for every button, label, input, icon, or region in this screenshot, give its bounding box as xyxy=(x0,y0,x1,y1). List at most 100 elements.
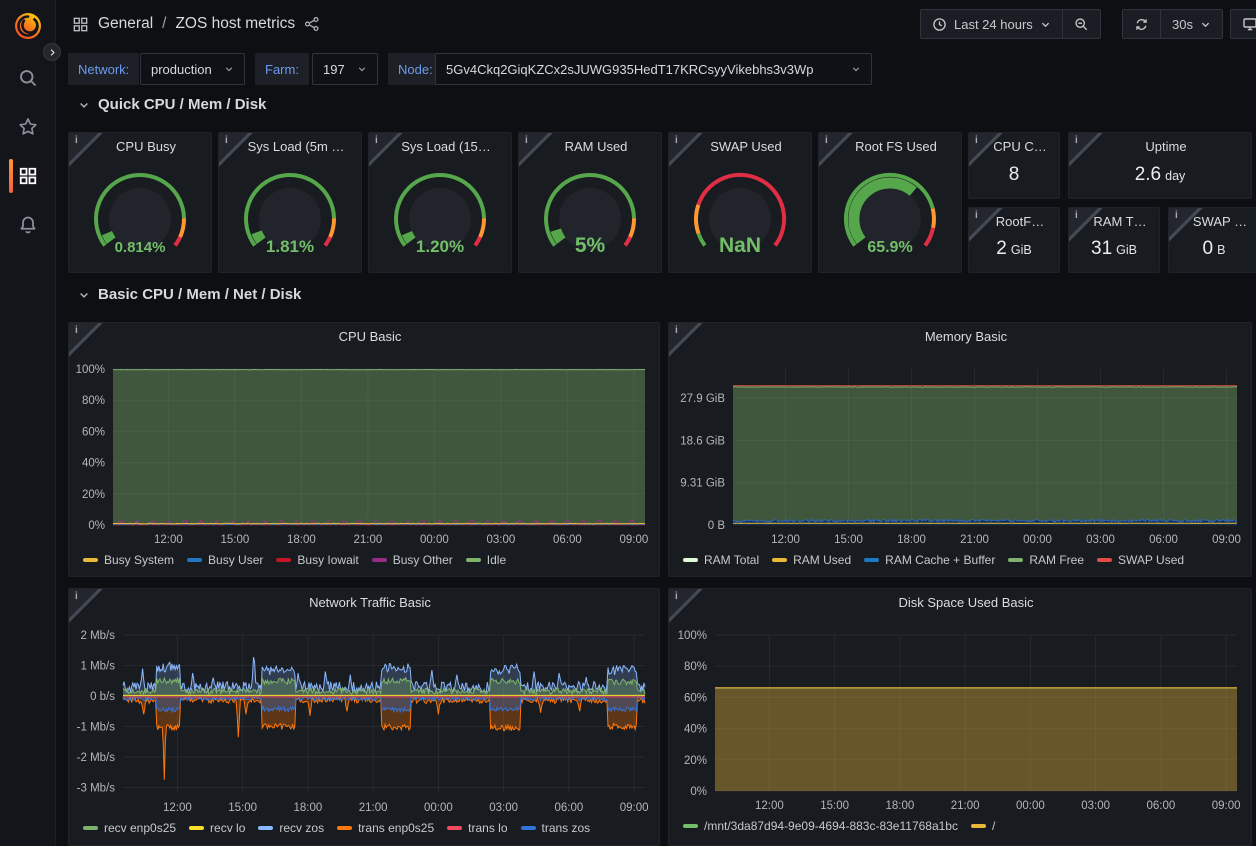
legend-item[interactable]: trans enp0s25 xyxy=(337,821,434,835)
legend-item[interactable]: recv zos xyxy=(258,821,324,835)
panel-ram-total: iRAM T…31GiB xyxy=(1068,207,1160,273)
kiosk-mode-button[interactable] xyxy=(1230,9,1256,39)
panel-title[interactable]: RAM Used xyxy=(539,139,653,154)
svg-text:100%: 100% xyxy=(678,630,707,642)
panel-ram-used: iRAM Used5% xyxy=(518,132,662,273)
share-alt-icon[interactable] xyxy=(304,16,320,32)
svg-text:09:00: 09:00 xyxy=(1212,534,1241,546)
variable-select-network[interactable]: production xyxy=(140,53,245,85)
legend-item[interactable]: Busy Other xyxy=(372,553,453,567)
panel-title[interactable]: RAM T… xyxy=(1089,214,1151,229)
legend-item[interactable]: / xyxy=(971,819,995,833)
panel-title[interactable]: Uptime xyxy=(1089,139,1243,154)
svg-text:09:00: 09:00 xyxy=(620,534,649,546)
stat-value: 2.6day xyxy=(1069,164,1251,186)
legend-item[interactable]: Busy User xyxy=(187,553,263,567)
chevron-down-icon xyxy=(851,64,861,74)
breadcrumb-folder[interactable]: General xyxy=(98,15,153,33)
svg-text:-2 Mb/s: -2 Mb/s xyxy=(77,752,116,764)
panel-disk-space-used-basic: iDisk Space Used Basic0%20%40%60%80%100%… xyxy=(668,588,1252,846)
panel-title[interactable]: RootF… xyxy=(989,214,1051,229)
svg-text:00:00: 00:00 xyxy=(424,802,453,814)
panel-title[interactable]: CPU C… xyxy=(989,139,1051,154)
legend-item[interactable]: RAM Total xyxy=(683,553,759,567)
svg-text:09:00: 09:00 xyxy=(620,802,649,814)
section-title: Quick CPU / Mem / Disk xyxy=(98,96,266,113)
time-range-button[interactable]: Last 24 hours xyxy=(921,10,1062,38)
legend-item[interactable]: trans lo xyxy=(447,821,507,835)
legend-item[interactable]: trans zos xyxy=(521,821,591,835)
legend-item[interactable]: RAM Free xyxy=(1008,553,1084,567)
legend-swatch xyxy=(447,826,462,830)
variable-select-farm[interactable]: 197 xyxy=(312,53,378,85)
legend-item[interactable]: RAM Cache + Buffer xyxy=(864,553,995,567)
sidebar-item-alerting[interactable] xyxy=(0,205,56,245)
zoom-out-button[interactable] xyxy=(1062,10,1100,38)
dashboard-title[interactable]: ZOS host metrics xyxy=(175,15,295,33)
legend-swatch xyxy=(971,824,986,828)
chevron-down-icon xyxy=(1040,19,1051,30)
svg-text:2 Mb/s: 2 Mb/s xyxy=(80,630,115,642)
legend-swatch xyxy=(1008,558,1023,562)
panel-sys-load-15m: iSys Load (15…1.20% xyxy=(368,132,512,273)
sidebar-item-dashboards[interactable] xyxy=(0,156,56,196)
panel-title[interactable]: SWAP … xyxy=(1189,214,1251,229)
svg-text:60%: 60% xyxy=(684,692,707,704)
svg-text:15:00: 15:00 xyxy=(820,800,849,812)
active-indicator xyxy=(9,159,13,193)
svg-text:65.9%: 65.9% xyxy=(867,239,912,256)
zoom-out-icon xyxy=(1074,17,1089,32)
svg-text:12:00: 12:00 xyxy=(755,800,784,812)
sidebar-item-search[interactable] xyxy=(0,58,56,98)
legend-swatch xyxy=(864,558,879,562)
svg-text:0 b/s: 0 b/s xyxy=(90,691,115,703)
sidebar-item-starred[interactable] xyxy=(0,107,56,147)
panel-title[interactable]: CPU Busy xyxy=(89,139,203,154)
legend: /mnt/3da87d94-9e09-4694-883c-83e11768a1b… xyxy=(683,819,1245,833)
svg-text:06:00: 06:00 xyxy=(555,802,584,814)
panel-title[interactable]: Root FS Used xyxy=(839,139,953,154)
grafana-logo[interactable] xyxy=(12,10,44,42)
refresh-button[interactable] xyxy=(1123,10,1160,38)
panel-title[interactable]: Sys Load (15… xyxy=(389,139,503,154)
chevron-right-icon xyxy=(48,48,57,57)
legend-swatch xyxy=(189,826,204,830)
svg-text:0%: 0% xyxy=(690,786,707,798)
panel-cpu-cores: iCPU C…8 xyxy=(968,132,1060,199)
grafana-dashboard: General / ZOS host metrics Last 24 hours… xyxy=(0,0,1256,846)
panel-title[interactable]: Sys Load (5m … xyxy=(239,139,353,154)
svg-text:12:00: 12:00 xyxy=(163,802,192,814)
svg-text:00:00: 00:00 xyxy=(420,534,449,546)
gauge-viz: 5% xyxy=(519,159,661,269)
variable-select-node[interactable]: 5Gv4Ckq2GiqKZCx2sJUWG935HedT17KRCsyyVike… xyxy=(435,53,872,85)
panel-sys-load-5m: iSys Load (5m …1.81% xyxy=(218,132,362,273)
section-quick-cpu-mem-disk[interactable]: Quick CPU / Mem / Disk xyxy=(78,96,266,113)
svg-text:1 Mb/s: 1 Mb/s xyxy=(80,661,115,673)
panel-title[interactable]: SWAP Used xyxy=(689,139,803,154)
section-basic-cpu-mem-net-disk[interactable]: Basic CPU / Mem / Net / Disk xyxy=(78,286,301,303)
chevron-down-icon xyxy=(78,289,90,301)
legend: RAM Total RAM Used RAM Cache + Buffer RAM F… xyxy=(683,553,1245,567)
legend-item[interactable]: Busy System xyxy=(83,553,174,567)
stat-value: 8 xyxy=(969,164,1059,186)
legend-item[interactable]: recv enp0s25 xyxy=(83,821,176,835)
legend-swatch xyxy=(683,824,698,828)
legend-swatch xyxy=(83,558,98,562)
chevron-down-icon xyxy=(1200,19,1211,30)
variable-value-network: production xyxy=(151,62,212,77)
legend-item[interactable]: Busy Iowait xyxy=(276,553,358,567)
panel-cpu-basic: iCPU Basic0%20%40%60%80%100%12:0015:0018… xyxy=(68,322,660,577)
legend-item[interactable]: Idle xyxy=(466,553,506,567)
clock-icon xyxy=(932,17,947,32)
svg-text:-3 Mb/s: -3 Mb/s xyxy=(77,783,116,795)
legend-item[interactable]: RAM Used xyxy=(772,553,851,567)
svg-text:9.31 GiB: 9.31 GiB xyxy=(680,478,725,490)
refresh-interval-label: 30s xyxy=(1172,17,1193,32)
legend-item[interactable]: recv lo xyxy=(189,821,245,835)
panel-rootfs-total: iRootF…2GiB xyxy=(968,207,1060,273)
legend-item[interactable]: /mnt/3da87d94-9e09-4694-883c-83e11768a1b… xyxy=(683,819,958,833)
svg-text:21:00: 21:00 xyxy=(960,534,989,546)
refresh-interval-button[interactable]: 30s xyxy=(1160,10,1222,38)
legend-item[interactable]: SWAP Used xyxy=(1097,553,1184,567)
sidebar xyxy=(0,0,56,846)
